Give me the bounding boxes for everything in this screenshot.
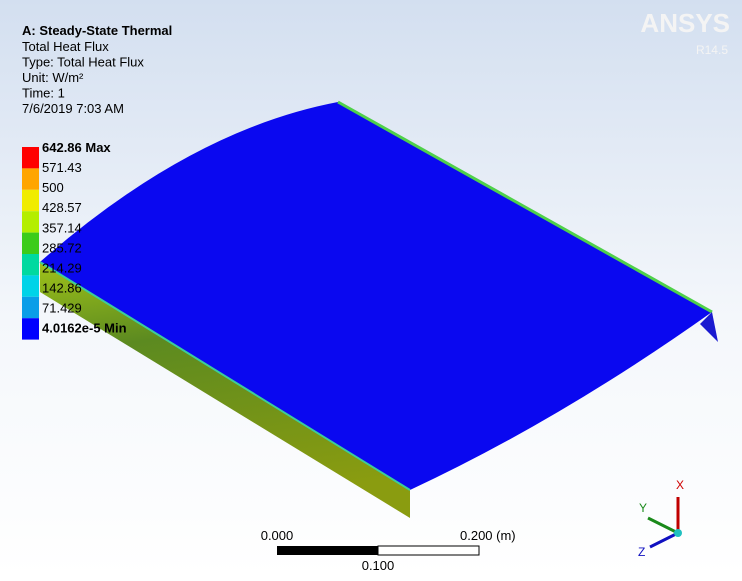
label-x: X	[676, 478, 684, 492]
header-line: Time: 1	[22, 86, 65, 101]
legend-swatch	[22, 211, 39, 232]
legend-label: 428.57	[42, 200, 82, 215]
scale-right: 0.200 (m)	[460, 528, 516, 543]
origin	[674, 529, 682, 537]
version: R14.5	[696, 43, 728, 57]
legend-label: 500	[42, 180, 64, 195]
legend-swatch	[22, 168, 39, 189]
legend-swatch	[22, 254, 39, 275]
scale-white	[378, 546, 479, 555]
legend-label: 357.14	[42, 220, 82, 235]
legend-swatch	[22, 297, 39, 318]
legend-swatch	[22, 275, 39, 296]
scale-left: 0.000	[261, 528, 294, 543]
scale-black	[277, 546, 378, 555]
header-line: Total Heat Flux	[22, 39, 109, 54]
legend-label: 4.0162e-5 Min	[42, 321, 127, 336]
title: A: Steady-State Thermal	[22, 23, 172, 38]
header-line: Type: Total Heat Flux	[22, 55, 144, 70]
legend-label: 71.429	[42, 301, 82, 316]
logo: ANSYS	[640, 8, 730, 38]
viewport: A: Steady-State Thermal Total Heat FluxT…	[0, 0, 742, 576]
header-line: Unit: W/m²	[22, 70, 84, 85]
legend-label: 214.29	[42, 260, 82, 275]
legend-swatch	[22, 318, 39, 339]
label-y: Y	[639, 501, 647, 515]
legend-label: 142.86	[42, 280, 82, 295]
legend-swatch	[22, 147, 39, 168]
legend-label: 571.43	[42, 160, 82, 175]
legend-label: 642.86 Max	[42, 140, 111, 155]
legend-swatch	[22, 190, 39, 211]
legend-swatch	[22, 233, 39, 254]
label-z: Z	[638, 545, 645, 559]
header-line: 7/6/2019 7:03 AM	[22, 101, 124, 116]
scale-middle: 0.100	[362, 558, 395, 573]
legend-label: 285.72	[42, 240, 82, 255]
